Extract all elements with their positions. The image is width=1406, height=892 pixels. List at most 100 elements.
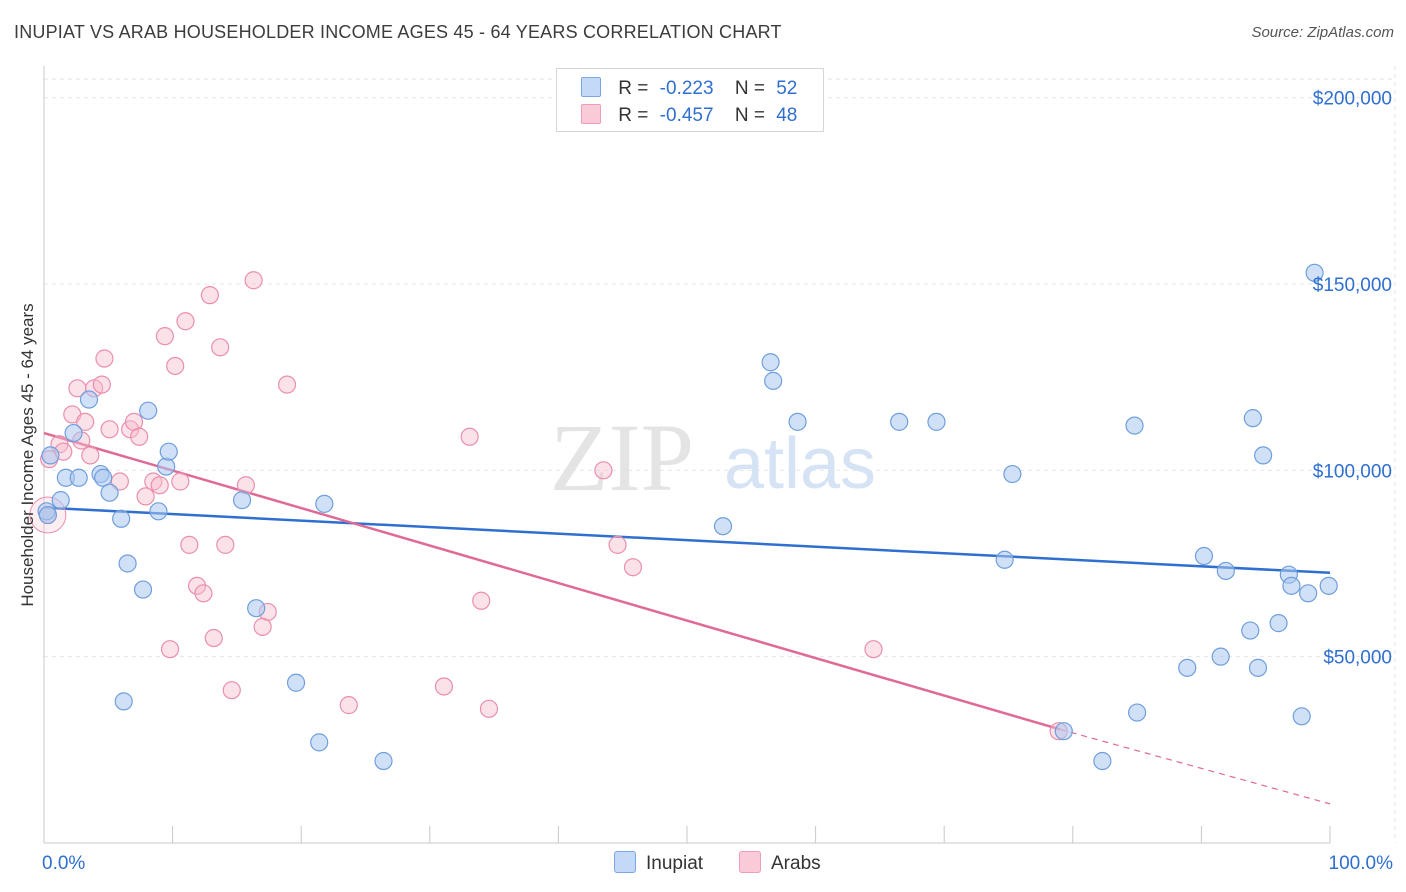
y-tick-label-0: $50,000 <box>1323 648 1392 669</box>
arabs-trend-line <box>43 431 1061 731</box>
arabs-r-label: R = <box>618 105 649 126</box>
y-tick-label-2: $150,000 <box>1313 275 1392 296</box>
inupiat-point-15 <box>157 457 176 476</box>
arabs-point-46 <box>864 640 883 659</box>
arabs-point-42 <box>479 699 499 718</box>
arabs-point-30 <box>216 535 235 554</box>
inupiat-legend-swatch <box>614 851 636 873</box>
inupiat-point-9 <box>100 483 119 502</box>
arabs-point-32 <box>236 476 256 495</box>
inupiat-point-17 <box>114 692 133 711</box>
inupiat-point-34 <box>1125 416 1144 435</box>
inupiat-point-25 <box>761 353 780 372</box>
arabs-point-17 <box>136 487 155 506</box>
inupiat-trend-line <box>43 506 1331 575</box>
inupiat-point-1 <box>41 446 60 465</box>
arabs-point-39 <box>434 677 454 696</box>
inupiat-point-14 <box>149 502 168 521</box>
inupiat-point-10 <box>112 509 131 528</box>
inupiat-point-30 <box>1003 464 1022 484</box>
arabs-points <box>29 271 1068 741</box>
arabs-point-44 <box>608 535 627 554</box>
inupiat-point-26 <box>764 371 783 390</box>
inupiat-point-21 <box>310 733 329 752</box>
arabs-point-21 <box>166 356 185 376</box>
inupiat-point-6 <box>79 390 99 409</box>
arabs-legend-swatch <box>739 851 761 873</box>
arabs-point-28 <box>204 628 223 648</box>
arabs-point-10 <box>92 375 111 394</box>
inupiat-point-31 <box>995 550 1014 569</box>
arabs-point-23 <box>176 312 195 331</box>
inupiat-r-value: -0.223 <box>659 78 714 99</box>
inupiat-point-42 <box>1248 658 1268 677</box>
arabs-n-label: N = <box>734 105 765 126</box>
axes <box>43 66 1331 844</box>
gridlines <box>44 66 1396 843</box>
inupiat-point-4 <box>64 423 83 443</box>
inupiat-point-13 <box>139 401 158 420</box>
x-tick-label-1: 100.0% <box>1329 853 1394 874</box>
arabs-point-20 <box>155 327 174 346</box>
arabs-point-37 <box>160 640 180 659</box>
arabs-r-value: -0.457 <box>659 105 714 126</box>
inupiat-point-23 <box>374 751 393 771</box>
arabs-point-31 <box>222 681 241 700</box>
arabs-point-12 <box>100 420 119 439</box>
inupiat-point-18 <box>232 491 252 510</box>
inupiat-points <box>37 263 1338 771</box>
arabs-point-36 <box>277 375 297 394</box>
arabs-point-11 <box>95 349 114 368</box>
arabs-point-8 <box>81 446 100 465</box>
inupiat-legend-label: Inupiat <box>646 853 704 874</box>
inupiat-point-47 <box>1292 707 1311 726</box>
arabs-point-27 <box>200 286 219 305</box>
inupiat-n-label: N = <box>734 78 765 99</box>
watermark-zip: ZIP <box>550 404 694 511</box>
arabs-point-45 <box>623 558 643 577</box>
arabs-point-33 <box>244 271 263 290</box>
bottom-legend-arabs[interactable]: Arabs <box>739 851 821 875</box>
inupiat-point-12 <box>133 580 153 599</box>
bottom-legend-inupiat[interactable]: Inupiat <box>614 851 703 875</box>
arabs-point-19 <box>150 476 169 495</box>
inupiat-point-20 <box>286 673 306 692</box>
arabs-n-value: 48 <box>776 105 798 126</box>
arabs-point-43 <box>594 461 613 480</box>
inupiat-point-48 <box>1299 584 1318 603</box>
arabs-point-29 <box>211 338 230 357</box>
inupiat-point-40 <box>1241 621 1260 640</box>
arabs-point-16 <box>130 427 149 446</box>
arabs-legend-label: Arabs <box>771 853 821 874</box>
inupiat-point-29 <box>927 412 946 431</box>
inupiat-point-19 <box>247 599 266 618</box>
tick-labels: $50,000 $100,000 $150,000 $200,000 0.0% 100.0… <box>42 89 1393 874</box>
inupiat-r-label: R = <box>618 78 649 99</box>
arabs-swatch <box>581 104 601 124</box>
inupiat-point-22 <box>315 494 334 513</box>
arabs-point-22 <box>171 472 190 491</box>
inupiat-point-36 <box>1178 658 1197 677</box>
arabs-point-25 <box>187 576 207 595</box>
arabs-point-41 <box>472 591 491 610</box>
inupiat-point-27 <box>788 412 807 431</box>
inupiat-point-38 <box>1211 647 1230 666</box>
chart-title: INUPIAT VS ARAB HOUSEHOLDER INCOME AGES … <box>14 22 782 42</box>
x-tick-label-0: 0.0% <box>42 853 85 874</box>
watermark-atlas: atlas <box>724 424 876 504</box>
source-label: Source: ZipAtlas.com <box>1251 24 1394 41</box>
inupiat-point-37 <box>1194 546 1214 566</box>
inupiat-point-41 <box>1243 409 1262 428</box>
inupiat-point-2 <box>51 491 70 510</box>
inupiat-point-46 <box>1282 576 1301 595</box>
y-tick-label-3: $200,000 <box>1313 89 1392 110</box>
arabs-point-26 <box>194 584 213 603</box>
inupiat-point-44 <box>1269 614 1288 633</box>
inupiat-swatch <box>581 77 601 97</box>
inupiat-point-16 <box>159 442 178 461</box>
watermark: ZIP atlas <box>550 404 876 511</box>
inupiat-point-5 <box>69 468 88 487</box>
inupiat-point-28 <box>890 412 909 431</box>
legend-row-arabs: R = -0.457 N = 48 <box>581 104 797 126</box>
